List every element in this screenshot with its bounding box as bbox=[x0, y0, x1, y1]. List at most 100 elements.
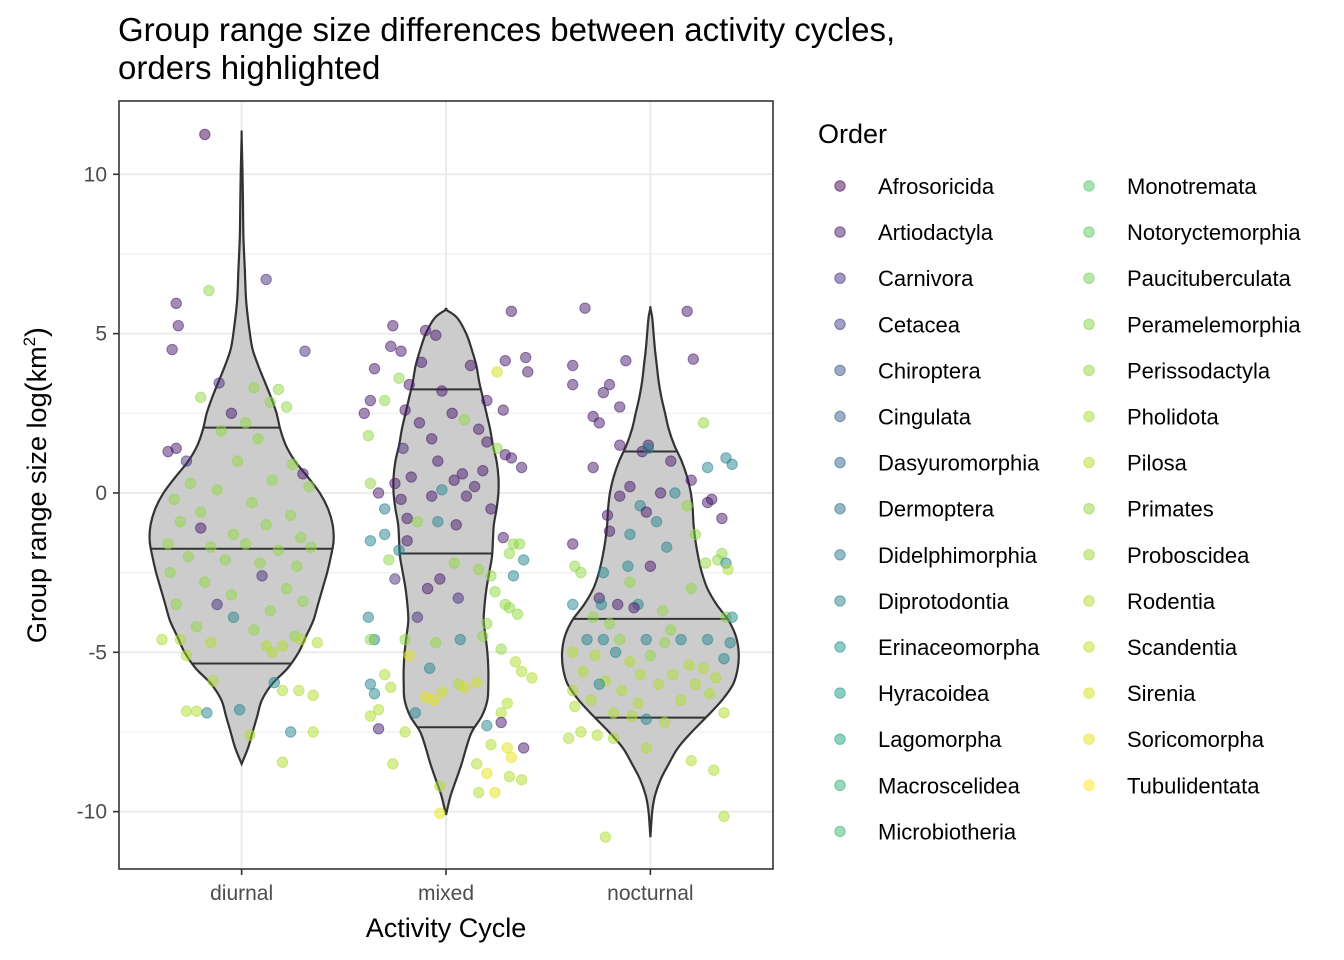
data-point bbox=[421, 582, 434, 595]
data-point bbox=[276, 756, 289, 768]
data-point bbox=[601, 509, 614, 521]
legend-key-marker bbox=[1083, 733, 1095, 745]
data-point bbox=[268, 676, 281, 689]
data-point bbox=[201, 707, 213, 719]
data-point bbox=[311, 637, 323, 649]
data-point bbox=[364, 535, 377, 547]
legend-key-marker bbox=[1083, 456, 1095, 469]
data-point bbox=[614, 490, 626, 502]
data-point bbox=[481, 394, 493, 407]
legend-item-diprotodontia: Diprotodontia bbox=[834, 589, 1010, 614]
data-point bbox=[661, 541, 673, 553]
data-point bbox=[585, 694, 597, 706]
y-axis-label-main: Group range size log bbox=[22, 392, 52, 643]
data-point bbox=[701, 496, 714, 509]
data-point bbox=[497, 531, 509, 544]
data-point bbox=[436, 686, 448, 698]
x-axis: diurnal mixed nocturnal bbox=[210, 869, 694, 905]
data-point bbox=[567, 538, 579, 550]
data-point bbox=[195, 506, 207, 518]
data-point bbox=[184, 477, 197, 490]
data-point bbox=[362, 429, 375, 442]
data-point bbox=[481, 767, 493, 780]
data-point bbox=[399, 633, 411, 646]
data-point bbox=[675, 694, 687, 706]
legend-key-marker bbox=[1083, 272, 1095, 284]
data-point bbox=[603, 617, 616, 630]
data-point bbox=[626, 710, 638, 722]
legend: Order Afrosoricida Artiodactyla Carnivora C… bbox=[818, 119, 1301, 844]
data-point bbox=[399, 404, 411, 416]
data-point bbox=[726, 611, 738, 623]
data-point bbox=[507, 570, 520, 582]
legend-key-marker bbox=[834, 410, 846, 423]
data-point bbox=[454, 633, 467, 646]
data-point bbox=[603, 378, 616, 391]
data-point bbox=[227, 528, 240, 541]
data-point bbox=[368, 688, 381, 700]
data-point bbox=[575, 726, 587, 738]
data-point bbox=[667, 668, 679, 681]
data-point bbox=[430, 637, 442, 649]
data-point bbox=[393, 544, 405, 557]
data-point bbox=[503, 601, 516, 614]
data-point bbox=[595, 598, 608, 611]
data-point bbox=[603, 525, 616, 537]
data-point bbox=[710, 672, 722, 684]
legend-item-label: Macroscelidea bbox=[878, 773, 1021, 798]
data-point bbox=[591, 729, 603, 741]
y-tick-label: 5 bbox=[95, 323, 107, 346]
legend-item-label: Rodentia bbox=[1127, 589, 1216, 614]
data-point bbox=[364, 394, 377, 407]
data-point bbox=[276, 640, 289, 652]
chart-title-line-1: Group range size differences between act… bbox=[118, 11, 895, 48]
data-point bbox=[425, 490, 438, 502]
data-point bbox=[411, 515, 424, 528]
data-point bbox=[205, 637, 217, 649]
data-point bbox=[522, 366, 534, 378]
legend-item-label: Soricomorpha bbox=[1127, 727, 1265, 752]
legend-item-label: Hyracoidea bbox=[878, 681, 990, 706]
data-point bbox=[170, 297, 182, 310]
legend-key-marker bbox=[834, 364, 846, 377]
data-point bbox=[266, 474, 278, 486]
data-point bbox=[385, 681, 397, 694]
data-point bbox=[503, 770, 516, 783]
legend-key-marker bbox=[1083, 364, 1095, 377]
data-point bbox=[403, 378, 415, 391]
data-point bbox=[632, 697, 644, 709]
data-point bbox=[280, 401, 293, 413]
data-point bbox=[640, 506, 652, 518]
data-point bbox=[624, 656, 636, 668]
data-point bbox=[675, 633, 687, 646]
data-point bbox=[423, 662, 436, 674]
legend-item-afrosoricida: Afrosoricida bbox=[834, 174, 995, 199]
legend-key-marker bbox=[834, 595, 846, 607]
data-point bbox=[378, 528, 391, 541]
legend-item-label: Tubulidentata bbox=[1127, 773, 1260, 798]
data-point bbox=[567, 598, 579, 611]
data-point bbox=[597, 386, 610, 399]
data-point bbox=[428, 694, 440, 706]
legend-key-marker bbox=[834, 733, 846, 745]
legend-key-marker bbox=[1083, 687, 1095, 699]
legend-item-label: Dermoptera bbox=[878, 497, 995, 522]
points-layer bbox=[156, 128, 738, 843]
data-point bbox=[685, 754, 697, 767]
data-point bbox=[614, 439, 626, 451]
data-point bbox=[577, 665, 589, 678]
legend-item-label: Didelphimorphia bbox=[878, 543, 1038, 568]
data-point bbox=[156, 633, 168, 646]
data-point bbox=[701, 633, 714, 646]
data-point bbox=[458, 413, 471, 426]
data-point bbox=[515, 774, 528, 786]
data-point bbox=[567, 684, 579, 697]
data-point bbox=[654, 487, 667, 499]
data-point bbox=[190, 621, 203, 633]
data-point bbox=[432, 455, 444, 467]
violin-shape bbox=[148, 130, 335, 767]
x-axis-label: Activity Cycle bbox=[366, 913, 527, 943]
data-point bbox=[624, 528, 636, 541]
data-point bbox=[203, 284, 215, 297]
